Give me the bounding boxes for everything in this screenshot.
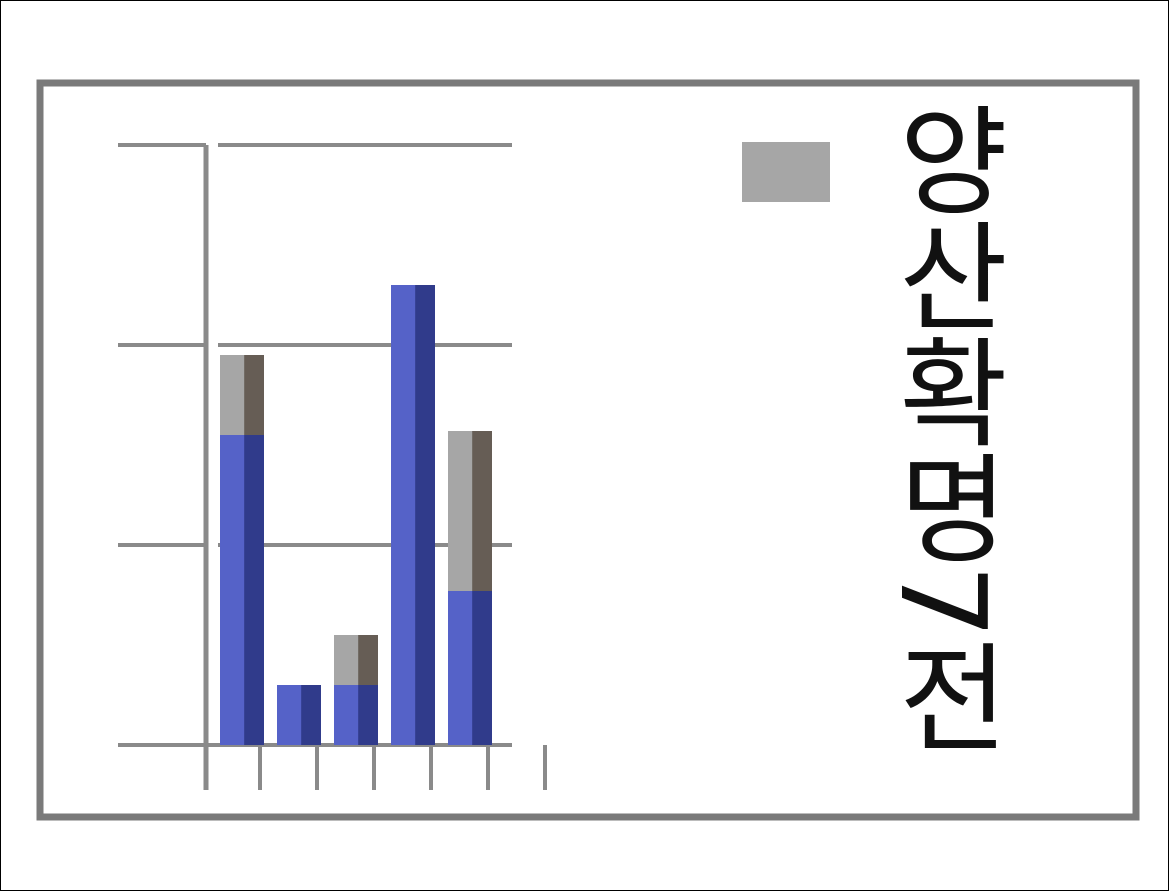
bar-segment-shade xyxy=(244,435,264,745)
legend-swatch xyxy=(742,142,830,202)
axes xyxy=(118,143,547,790)
legend-label: 양산확명7전 xyxy=(874,100,1012,754)
bar-segment-shade xyxy=(358,635,378,685)
bar-segment-shade xyxy=(301,685,321,745)
bar-segment-shade xyxy=(244,355,264,435)
bar-segment-shade xyxy=(358,685,378,745)
bar-segment-shade xyxy=(472,591,492,745)
bars xyxy=(220,285,492,745)
bar-segment-shade xyxy=(472,431,492,591)
bar-segment-shade xyxy=(415,285,435,745)
